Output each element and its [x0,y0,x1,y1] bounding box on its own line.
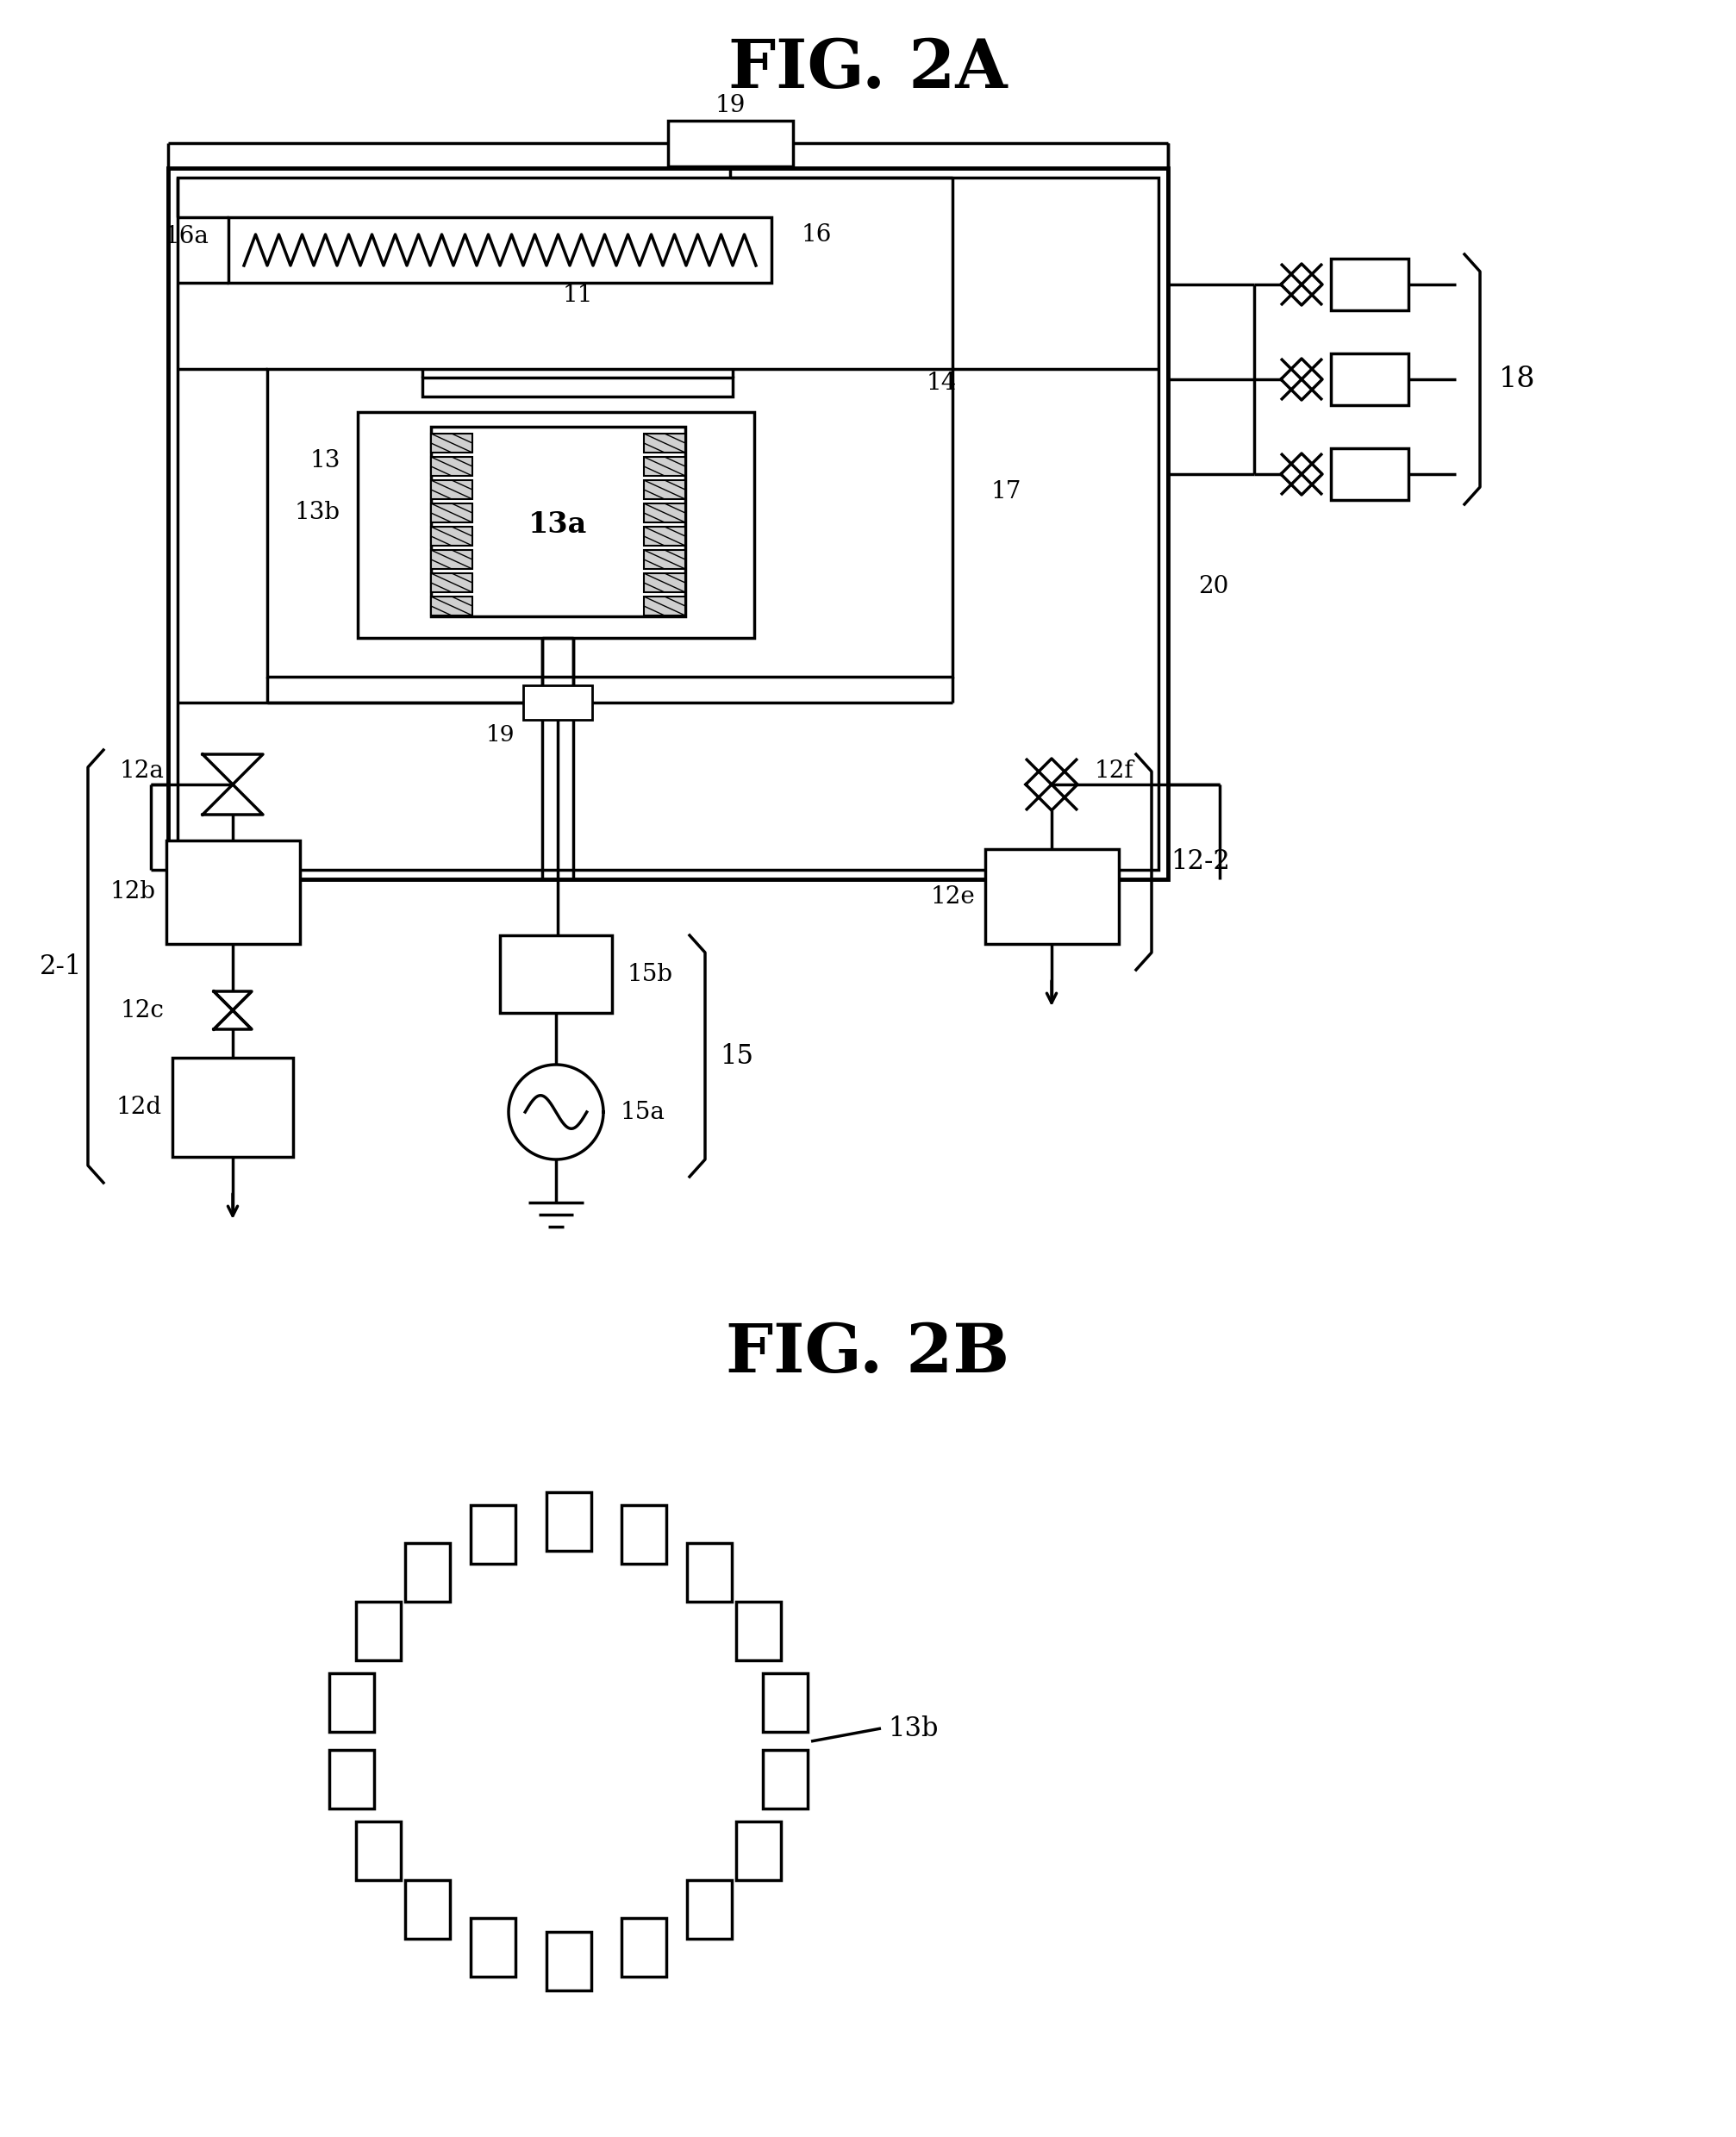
Bar [644,573,686,592]
Bar [422,378,733,397]
Bar [523,686,592,720]
Bar [330,1750,373,1808]
Text: 16a: 16a [163,224,208,248]
Bar [687,1881,731,1938]
Bar [644,481,686,500]
Text: 14: 14 [925,372,957,395]
Bar [470,1919,516,1977]
Bar [470,1504,516,1564]
Bar [736,1601,781,1660]
Bar [500,936,611,1013]
Bar [644,504,686,521]
Text: 18: 18 [1498,365,1535,393]
Bar [644,549,686,568]
Text: 12f: 12f [1094,761,1134,782]
Text: 15: 15 [719,1043,753,1068]
Text: 15b: 15b [627,962,674,985]
Bar [644,526,686,545]
Bar [431,526,472,545]
Bar [762,1750,807,1808]
Text: 12c: 12c [120,998,163,1021]
Text: 16: 16 [802,222,832,246]
Bar [358,412,753,639]
Bar [984,848,1118,945]
Bar [621,1919,667,1977]
Text: 13a: 13a [528,511,587,539]
Bar [431,434,472,453]
Bar [762,1673,807,1731]
Text: 12e: 12e [930,885,974,908]
Bar [431,457,472,477]
Bar [330,1673,373,1731]
Bar [356,1601,401,1660]
Bar [547,1492,590,1551]
Text: FIG. 2A: FIG. 2A [727,36,1007,103]
Bar [687,1543,731,1601]
Bar [172,1058,293,1156]
Bar [167,840,300,945]
Bar [431,549,472,568]
Text: 13b: 13b [887,1716,937,1742]
Text: 12b: 12b [111,880,156,904]
Bar [356,1821,401,1881]
Text: 12-2: 12-2 [1170,848,1229,876]
Text: 17: 17 [991,479,1021,502]
Bar [431,596,472,615]
Bar [547,1932,590,1990]
Bar [404,1543,450,1601]
Bar [1330,259,1408,310]
Bar [621,1504,667,1564]
Text: FIG. 2B: FIG. 2B [726,1321,1009,1387]
Bar [1330,449,1408,500]
Bar [736,1821,781,1881]
Bar [1330,353,1408,406]
Text: 15a: 15a [620,1101,665,1124]
Bar [229,218,771,282]
Bar [668,120,793,167]
Bar [431,573,472,592]
Bar [431,504,472,521]
Text: 13b: 13b [295,502,340,524]
Bar [644,596,686,615]
Text: 19: 19 [486,724,514,746]
Bar [404,1881,450,1938]
Text: 12d: 12d [116,1096,161,1118]
Bar [168,169,1167,878]
Bar [267,370,951,677]
Text: 11: 11 [562,284,592,306]
Bar [644,457,686,477]
Bar [644,434,686,453]
Bar [431,427,686,615]
Text: 19: 19 [715,94,745,118]
Text: 2-1: 2-1 [40,953,82,979]
Bar [177,177,1158,870]
Text: 13: 13 [309,449,340,472]
Text: 20: 20 [1198,575,1227,598]
Bar [431,481,472,500]
Text: 12a: 12a [120,761,163,782]
